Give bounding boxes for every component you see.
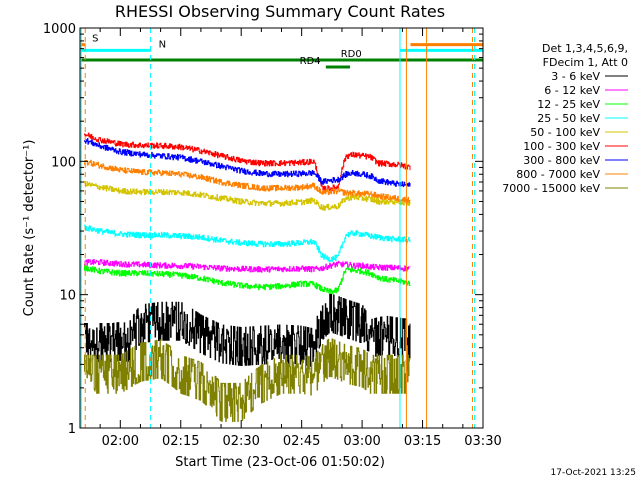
legend-label-6: 300 - 800 keV <box>523 154 600 167</box>
x-tick-label-2: 02:30 <box>222 434 259 449</box>
series-line-8 <box>84 338 411 422</box>
legend-label-1: 6 - 12 keV <box>544 84 600 97</box>
x-tick-label-0: 02:00 <box>102 434 139 449</box>
y-tick-label-2: 100 <box>51 155 76 170</box>
legend-label-7: 800 - 7000 keV <box>516 168 600 181</box>
legend-label-8: 7000 - 15000 keV <box>502 182 600 195</box>
legend-label-5: 100 - 300 keV <box>523 140 600 153</box>
x-tick-label-6: 03:30 <box>464 434 501 449</box>
chart-title: RHESSI Observing Summary Count Rates <box>115 2 445 21</box>
timestamp: 17-Oct-2021 13:25 <box>551 468 636 478</box>
bars-layer: S N RD0 RD4 <box>81 34 483 69</box>
legend-label-0: 3 - 6 keV <box>551 70 600 83</box>
legend-label-3: 25 - 50 keV <box>537 112 600 125</box>
legend-header-line2: FDecim 1, Att 0 <box>543 56 628 69</box>
x-axis: 02:00 02:15 02:30 02:45 03:00 03:15 03:30 <box>79 28 502 449</box>
y-axis: 1 10 100 1000 <box>43 22 483 437</box>
series-line-7 <box>84 159 411 204</box>
series-line-5 <box>84 132 411 192</box>
x-tick-label-1: 02:15 <box>162 434 199 449</box>
mode-bar-label-rd0: RD0 <box>341 49 362 60</box>
series-layer <box>84 132 411 422</box>
series-line-1 <box>84 259 411 273</box>
mode-bar-label-n: N <box>159 39 166 50</box>
mode-bar-label-s: S <box>92 34 98 45</box>
series-line-6 <box>84 138 411 188</box>
y-axis-label: Count Rate (s⁻¹ detector⁻¹) <box>22 140 37 317</box>
mode-bar-label-rd4: RD4 <box>300 56 321 67</box>
x-tick-label-4: 03:00 <box>343 434 380 449</box>
legend: Det 1,3,4,5,6,9, FDecim 1, Att 0 3 - 6 k… <box>502 42 628 195</box>
legend-header-line1: Det 1,3,4,5,6,9, <box>542 42 628 55</box>
vlines-layer <box>80 28 476 428</box>
x-tick-label-3: 02:45 <box>283 434 320 449</box>
series-line-3 <box>84 224 411 263</box>
y-tick-label-1: 10 <box>59 289 76 304</box>
legend-label-2: 12 - 25 keV <box>537 98 600 111</box>
x-axis-label: Start Time (23-Oct-06 01:50:02) <box>175 455 385 470</box>
y-tick-label-3: 1000 <box>43 22 76 37</box>
x-tick-label-5: 03:15 <box>404 434 441 449</box>
series-line-2 <box>84 264 411 295</box>
y-tick-label-0: 1 <box>68 422 76 437</box>
series-line-0 <box>84 293 411 367</box>
legend-label-4: 50 - 100 keV <box>530 126 600 139</box>
